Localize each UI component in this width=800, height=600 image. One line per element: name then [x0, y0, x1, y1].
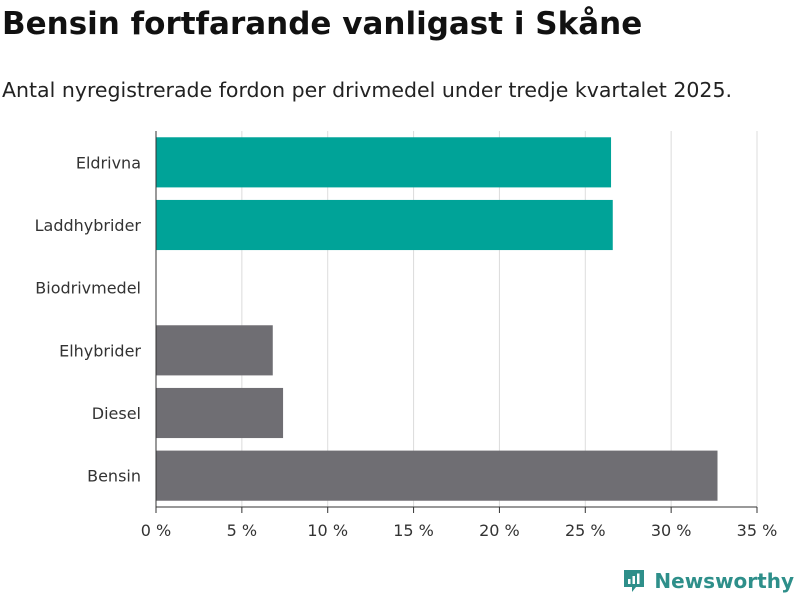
x-tick-label: 0 %: [141, 521, 171, 540]
x-tick-label: 10 %: [307, 521, 348, 540]
x-tick-label: 35 %: [737, 521, 778, 540]
x-tick-label: 30 %: [651, 521, 692, 540]
brand-name: Newsworthy: [654, 569, 794, 593]
category-label: Bensin: [87, 467, 141, 486]
brand: Newsworthy: [622, 568, 794, 594]
x-tick-label: 25 %: [565, 521, 606, 540]
category-label: Biodrivmedel: [35, 279, 141, 298]
x-tick-label: 15 %: [393, 521, 434, 540]
chart-subtitle: Antal nyregistrerade fordon per drivmede…: [2, 78, 733, 102]
bar: [156, 199, 613, 251]
bar: [156, 450, 718, 501]
bar: [156, 387, 284, 439]
x-tick-label: 5 %: [227, 521, 257, 540]
category-label: Diesel: [92, 404, 141, 423]
category-label: Elhybrider: [59, 341, 141, 360]
chart-title: Bensin fortfarande vanligast i Skåne: [2, 6, 643, 42]
newsworthy-logo-icon: [624, 570, 645, 592]
bar-chart: Eldrivna Laddhybrider Biodrivmedel Elhybrid…: [35, 131, 778, 540]
x-tick-label: 20 %: [479, 521, 520, 540]
bar: [156, 325, 273, 376]
category-label: Laddhybrider: [35, 216, 142, 235]
bar: [156, 137, 612, 188]
category-label: Eldrivna: [76, 153, 141, 172]
